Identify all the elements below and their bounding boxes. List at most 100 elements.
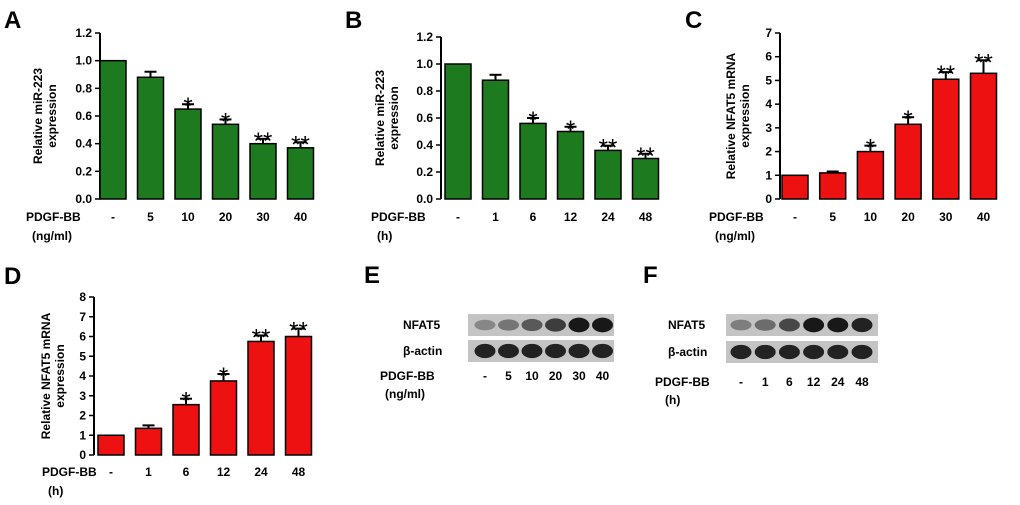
- category-label: 20: [219, 210, 233, 224]
- lane-label: 24: [831, 375, 845, 389]
- y-tick-label: 0.6: [75, 109, 92, 123]
- panel-b: B 0.0 0.2 0.4 0.6 0.8 1.0 1.2 Relative miR-223 ex…: [345, 7, 660, 243]
- actin-row-label: β-actin: [403, 344, 442, 358]
- significance-marker: **: [252, 325, 271, 352]
- significance-marker: **: [254, 128, 273, 155]
- y-tick-label: 3: [79, 389, 86, 403]
- lane-label: 12: [807, 375, 821, 389]
- lane-label: 48: [855, 375, 869, 389]
- blot-band: [827, 344, 849, 360]
- blot-band: [730, 319, 752, 331]
- y-tick-label: 7: [79, 310, 86, 324]
- bar: [134, 427, 163, 456]
- bar: [284, 335, 313, 456]
- blot-band: [592, 317, 613, 333]
- bar: [172, 403, 200, 456]
- lane-label: 10: [525, 369, 539, 383]
- blot-band: [474, 343, 496, 359]
- blot-band: [592, 343, 613, 359]
- y-tick-label: 0.6: [416, 111, 433, 125]
- blot-band: [851, 317, 873, 333]
- panel-letter: E: [364, 262, 380, 289]
- category-label: 30: [256, 210, 270, 224]
- blot-band: [827, 317, 849, 333]
- bar: [97, 434, 125, 456]
- bar: [818, 172, 847, 200]
- category-label: 1: [145, 465, 152, 479]
- bar: [519, 122, 547, 200]
- category-label: 1: [492, 210, 499, 224]
- category-label: 5: [829, 210, 836, 224]
- y-tick-label: 2: [765, 145, 772, 159]
- y-axis-label: expression: [387, 86, 401, 149]
- unit-label: (h): [48, 484, 63, 498]
- lane-label: 20: [549, 369, 563, 383]
- y-tick-label: 1.0: [75, 54, 92, 68]
- significance-marker: *: [181, 388, 190, 415]
- significance-marker: **: [636, 143, 655, 170]
- nfat5-row-label: NFAT5: [403, 318, 440, 332]
- category-label: 48: [292, 465, 306, 479]
- y-tick-label: 3: [765, 121, 772, 135]
- y-tick-label: 4: [765, 97, 772, 111]
- significance-marker: *: [221, 108, 230, 135]
- bar: [211, 123, 240, 200]
- y-tick-label: 2: [79, 409, 86, 423]
- y-axis-label: expression: [53, 344, 67, 407]
- panel-letter: B: [345, 7, 362, 34]
- panel-f: F NFAT5 β-actin - 1 6 12 24 48 PDGF-BB (h): [643, 262, 878, 407]
- category-label: 10: [181, 210, 195, 224]
- y-axis-label: Relative NFAT5 mRNA: [39, 312, 53, 439]
- blot-band: [778, 344, 800, 360]
- y-tick-label: 0.2: [75, 164, 92, 178]
- treatment-label: PDGF-BB: [42, 465, 97, 479]
- blot-band: [521, 343, 543, 359]
- bar: [781, 174, 809, 200]
- significance-marker: *: [866, 135, 875, 162]
- category-label: 24: [254, 465, 268, 479]
- category-label: 5: [147, 210, 154, 224]
- blot-band: [778, 318, 800, 332]
- category-label: 24: [601, 210, 615, 224]
- y-axis-label: Relative miR-223: [373, 70, 387, 166]
- lane-label: -: [483, 369, 487, 383]
- y-tick-label: 0.0: [75, 192, 92, 206]
- category-label: 6: [530, 210, 537, 224]
- bar: [894, 123, 922, 200]
- bar: [174, 108, 202, 200]
- unit-label: (ng/ml): [32, 229, 72, 243]
- y-axis-label: Relative NFAT5 mRNA: [724, 52, 738, 179]
- significance-marker: **: [974, 49, 993, 76]
- treatment-label: PDGF-BB: [655, 375, 710, 389]
- panel-letter: D: [4, 263, 21, 290]
- significance-marker: **: [289, 318, 308, 345]
- y-tick-label: 1.0: [416, 57, 433, 71]
- panel-letter: A: [4, 7, 21, 34]
- blot-band: [803, 317, 825, 333]
- lane-label: 5: [505, 369, 512, 383]
- bar: [247, 340, 275, 456]
- category-label: -: [109, 465, 113, 479]
- unit-label: (ng/ml): [715, 229, 755, 243]
- blot-band: [545, 318, 566, 332]
- panel-a: A 0.0 0.2 0.4 0.6 0.8 1.0 1.2 Relative miR-223 ex…: [4, 7, 315, 243]
- significance-marker: **: [291, 131, 310, 158]
- category-label: -: [111, 210, 115, 224]
- treatment-label: PDGF-BB: [26, 210, 81, 224]
- y-tick-label: 0.4: [75, 137, 92, 151]
- y-tick-label: 0.2: [416, 165, 433, 179]
- significance-marker: **: [936, 61, 955, 88]
- y-tick-label: 0.8: [416, 84, 433, 98]
- actin-row-label: β-actin: [668, 345, 707, 359]
- significance-marker: *: [903, 106, 912, 133]
- blot-band: [521, 318, 543, 332]
- category-label: 48: [639, 210, 653, 224]
- blot-band: [754, 344, 776, 360]
- category-label: 12: [217, 465, 231, 479]
- lane-label: 30: [572, 369, 586, 383]
- lane-label: 1: [762, 375, 769, 389]
- y-tick-label: 6: [765, 50, 772, 64]
- unit-label: (ng/ml): [385, 387, 425, 401]
- category-label: 12: [564, 210, 578, 224]
- category-label: -: [793, 210, 797, 224]
